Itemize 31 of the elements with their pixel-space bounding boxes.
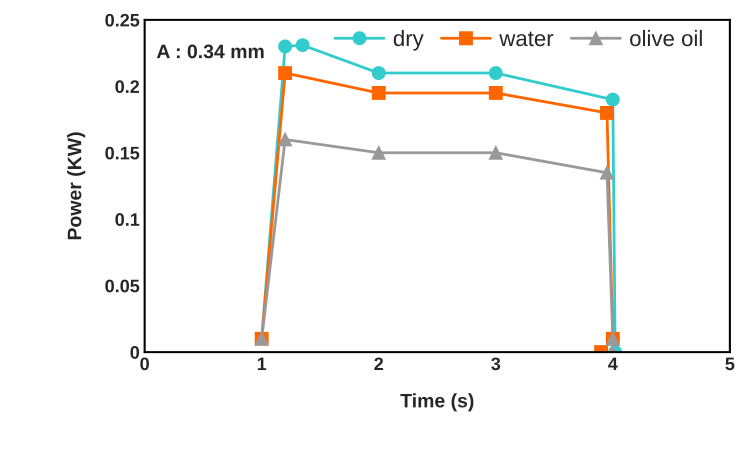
point [372,86,386,100]
point [488,66,503,80]
y-tick-label: 0.05 [105,280,140,292]
point [278,66,292,80]
y-tick-label: 0.2 [115,80,140,94]
point [278,40,292,54]
x-tick-label: 3 [491,357,500,370]
legend-label: olive oil [630,30,702,46]
legend-label: water [499,32,554,46]
y-tick-label: 0.15 [105,146,140,160]
point [606,92,620,107]
point [296,38,310,52]
point [600,106,614,120]
x-axis-title: Time (s) [400,393,474,412]
x-tick-label: 5 [725,358,734,370]
y-tick-label: 0.25 [105,14,140,27]
point [488,86,503,100]
y-tick-label: 0.1 [115,213,140,226]
x-tick-label: 4 [608,358,618,370]
x-tick-label: 0 [140,357,149,370]
x-tick-label: 1 [258,358,266,370]
annotation: A : 0.34 mm [156,44,264,58]
point [278,132,292,146]
point [372,146,386,160]
point [488,146,503,160]
point [372,66,386,80]
legend-label: dry [394,30,424,51]
x-tick-label: 2 [374,357,384,370]
point [600,166,614,180]
y-tick-label: 0 [130,346,140,359]
y-axis-title: Power (KW) [67,132,86,240]
